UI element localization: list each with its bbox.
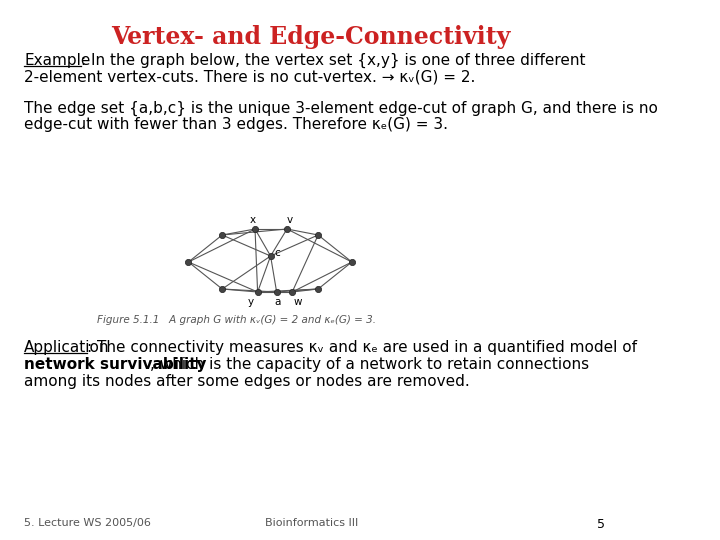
Text: Application: Application (24, 340, 109, 355)
Text: Bioinformatics III: Bioinformatics III (264, 518, 358, 528)
Text: v: v (287, 215, 292, 225)
Text: among its nodes after some edges or nodes are removed.: among its nodes after some edges or node… (24, 374, 470, 389)
Text: w: w (293, 297, 302, 307)
Text: 5. Lecture WS 2005/06: 5. Lecture WS 2005/06 (24, 518, 151, 528)
Text: 2-element vertex-cuts. There is no cut-vertex. → κᵥ(G) = 2.: 2-element vertex-cuts. There is no cut-v… (24, 69, 476, 84)
Text: 5: 5 (597, 518, 605, 531)
Text: a: a (274, 297, 281, 307)
Text: The edge set {a,b,c} is the unique 3-element edge-cut of graph G, and there is n: The edge set {a,b,c} is the unique 3-ele… (24, 101, 658, 116)
Text: edge-cut with fewer than 3 edges. Therefore κₑ(G) = 3.: edge-cut with fewer than 3 edges. Theref… (24, 117, 449, 132)
Text: : In the graph below, the vertex set {x,y} is one of three different: : In the graph below, the vertex set {x,… (81, 53, 586, 68)
Text: : The connectivity measures κᵥ and κₑ are used in a quantified model of: : The connectivity measures κᵥ and κₑ ar… (87, 340, 637, 355)
Text: Vertex- and Edge-Connectivity: Vertex- and Edge-Connectivity (112, 25, 511, 49)
Text: y: y (248, 297, 253, 307)
Text: x: x (249, 215, 256, 225)
Text: Figure 5.1.1   A graph G with κᵥ(G) = 2 and κₑ(G) = 3.: Figure 5.1.1 A graph G with κᵥ(G) = 2 an… (96, 315, 376, 325)
Text: network survivability: network survivability (24, 357, 207, 372)
Text: , which is the capacity of a network to retain connections: , which is the capacity of a network to … (150, 357, 589, 372)
Text: Example: Example (24, 53, 91, 68)
Text: c: c (274, 248, 280, 258)
